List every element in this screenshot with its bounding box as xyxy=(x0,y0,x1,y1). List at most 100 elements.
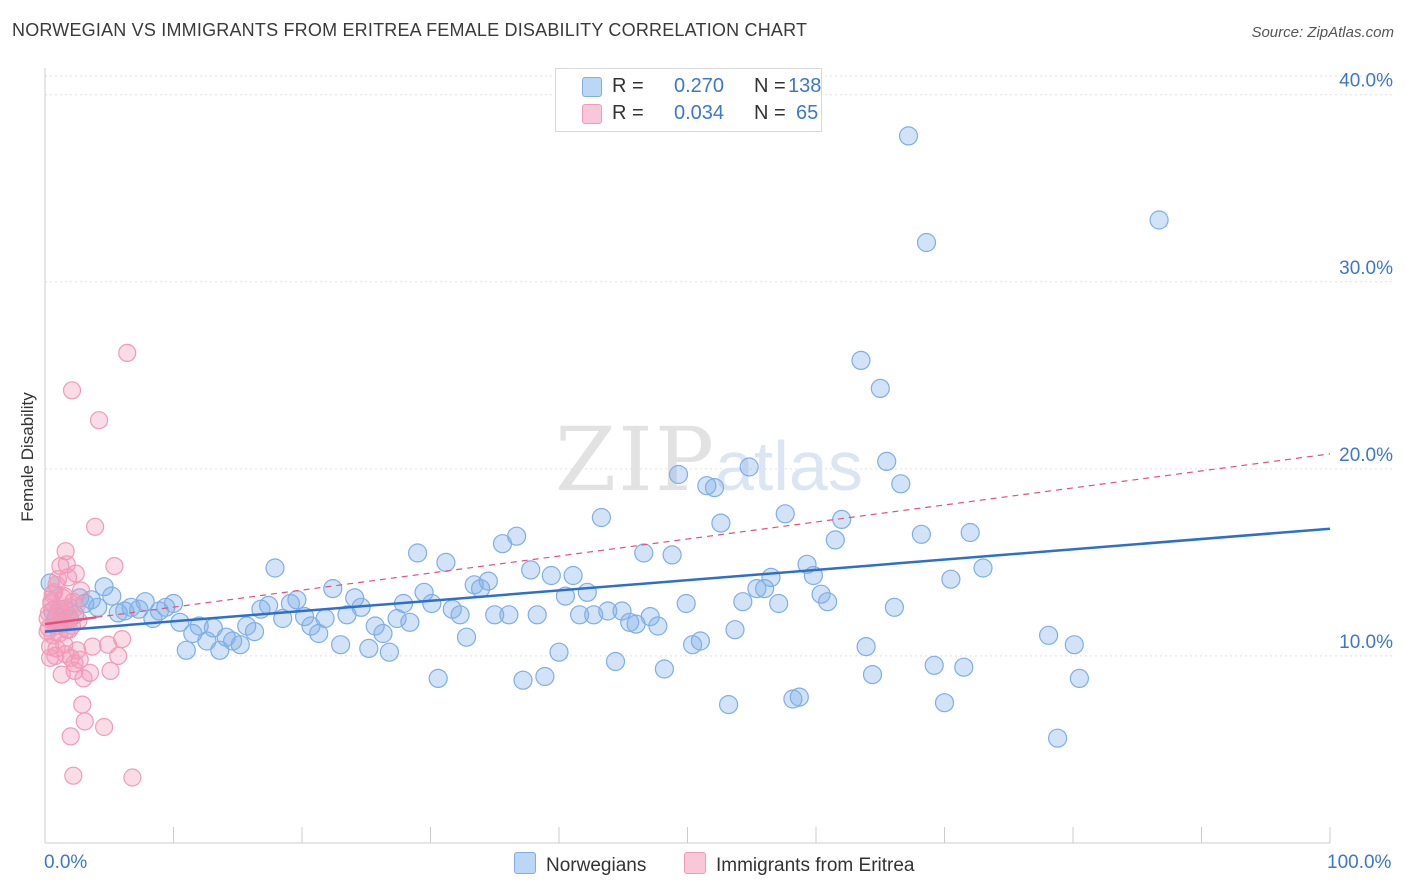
y-axis-label: Female Disability xyxy=(18,392,37,522)
data-point xyxy=(960,522,980,543)
data-point xyxy=(331,635,351,655)
data-point xyxy=(527,605,547,625)
data-point xyxy=(65,654,84,673)
legend-n-label: N = xyxy=(754,75,786,97)
bottom-swatch-eritrea xyxy=(684,852,706,874)
data-point xyxy=(71,581,91,600)
legend-n-value: 65 xyxy=(796,102,819,124)
data-point xyxy=(365,616,385,636)
data-point xyxy=(598,601,618,621)
data-point xyxy=(121,597,141,617)
bottom-legend-eritrea: Immigrants from Eritrea xyxy=(684,852,914,877)
chart-title: NORWEGIAN VS IMMIGRANTS FROM ERITREA FEM… xyxy=(12,20,808,40)
data-point xyxy=(563,565,583,586)
trend-line-norwegians xyxy=(44,527,1331,633)
data-point xyxy=(485,605,505,625)
bottom-legend-norwegians: Norwegians xyxy=(514,852,646,877)
data-point xyxy=(535,666,555,687)
data-point xyxy=(739,457,759,477)
x-tick-min: 0.0% xyxy=(44,852,88,873)
watermark: ZIP atlas xyxy=(555,408,863,511)
data-point xyxy=(55,586,74,606)
trend-lines xyxy=(44,453,1331,633)
watermark-atlas: atlas xyxy=(715,427,863,505)
trend-line-eritrea-dashed xyxy=(96,453,1331,618)
bottom-legend-label: Immigrants from Eritrea xyxy=(716,855,915,876)
data-point xyxy=(265,558,285,578)
y-tick-label: 30.0% xyxy=(1339,258,1393,279)
data-point xyxy=(898,126,919,146)
data-point xyxy=(775,504,795,524)
data-point xyxy=(81,590,101,610)
data-point xyxy=(513,670,533,690)
data-point xyxy=(373,623,393,644)
data-point xyxy=(1149,210,1169,230)
data-point xyxy=(891,474,911,494)
data-point xyxy=(129,599,149,619)
data-point xyxy=(668,464,689,485)
data-point xyxy=(88,597,108,617)
data-point xyxy=(408,543,428,563)
data-point xyxy=(924,655,944,675)
data-point xyxy=(52,665,71,684)
data-point xyxy=(973,558,993,578)
data-point xyxy=(506,526,527,546)
data-point xyxy=(244,621,265,642)
data-point xyxy=(323,578,343,599)
legend-r-value: 0.034 xyxy=(674,102,725,124)
data-point xyxy=(733,592,753,612)
data-point xyxy=(39,603,59,623)
data-point xyxy=(112,629,132,649)
data-point xyxy=(704,478,725,498)
data-point xyxy=(47,639,66,658)
data-point xyxy=(577,582,597,602)
data-point xyxy=(911,524,932,544)
data-point xyxy=(697,476,717,496)
data-point xyxy=(676,593,696,614)
data-point xyxy=(797,554,817,574)
data-point xyxy=(287,590,307,610)
data-point xyxy=(851,350,871,370)
legend-r-label: R = xyxy=(612,102,644,124)
data-point xyxy=(690,631,711,651)
data-point xyxy=(115,601,135,621)
data-point xyxy=(769,593,789,614)
data-point xyxy=(379,642,399,662)
data-point xyxy=(66,598,85,617)
data-point xyxy=(259,595,279,616)
x-tick-max: 100.0% xyxy=(1327,852,1392,873)
watermark-zip: ZIP xyxy=(555,408,716,511)
data-point xyxy=(654,659,675,679)
data-point xyxy=(163,593,184,614)
trend-line-eritrea-solid xyxy=(44,616,97,626)
data-point xyxy=(83,637,102,656)
data-point xyxy=(605,651,626,672)
data-point xyxy=(521,560,541,580)
data-point xyxy=(916,232,937,253)
data-point xyxy=(789,687,809,707)
legend-n-label: N = xyxy=(754,102,786,124)
data-point xyxy=(870,378,890,398)
data-point xyxy=(584,605,604,625)
data-point xyxy=(57,555,76,574)
data-point xyxy=(123,768,142,787)
data-point xyxy=(811,584,831,604)
data-point xyxy=(862,664,883,685)
data-point xyxy=(400,612,420,632)
y-tick-label: 10.0% xyxy=(1339,632,1393,653)
y-tick-label: 40.0% xyxy=(1339,71,1393,92)
series-eritrea xyxy=(38,343,142,787)
data-point xyxy=(85,517,105,536)
data-point xyxy=(450,605,470,625)
data-point xyxy=(541,565,561,586)
data-point xyxy=(176,640,196,660)
source-label: Source: ZipAtlas.com xyxy=(1251,24,1394,41)
data-point xyxy=(58,605,78,624)
data-point xyxy=(80,663,100,682)
data-point xyxy=(102,586,122,606)
data-point xyxy=(61,727,80,746)
legend-swatch-norwegians xyxy=(582,77,602,97)
data-point xyxy=(62,381,82,400)
data-point xyxy=(75,712,94,731)
